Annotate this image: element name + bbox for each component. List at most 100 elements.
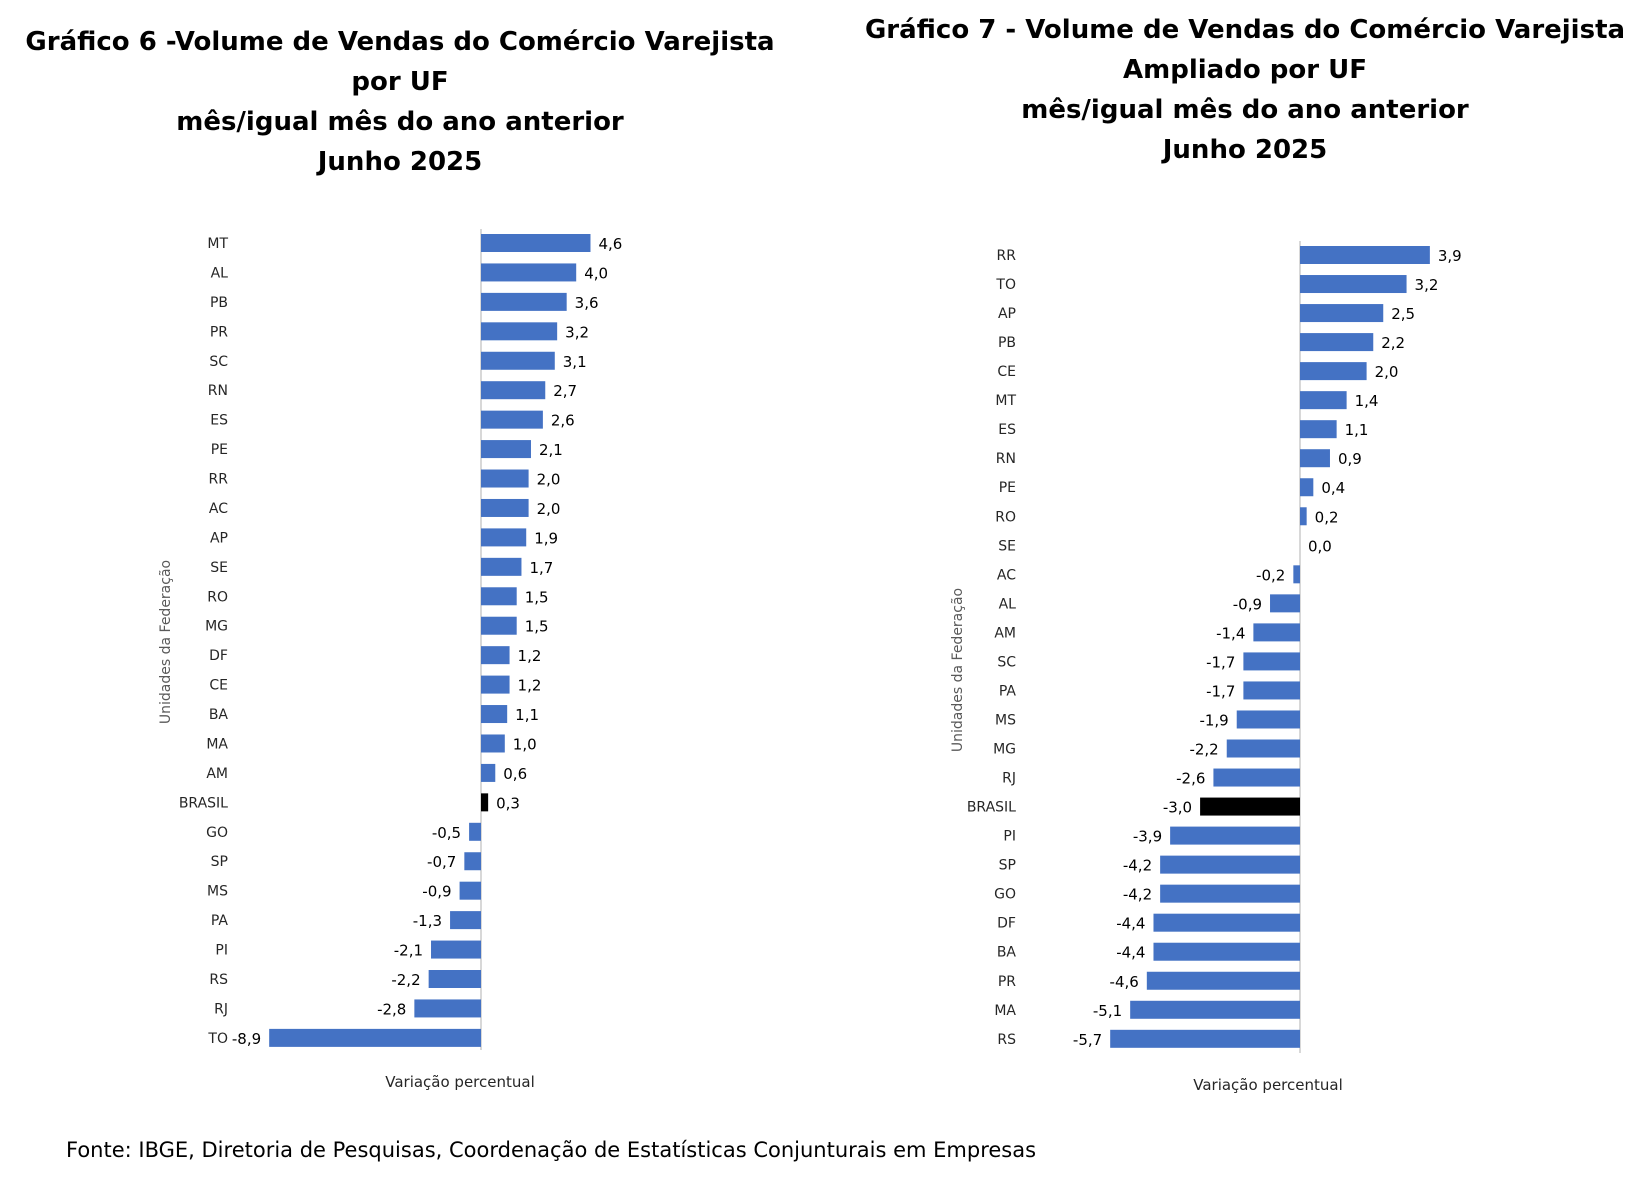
chart-7-value-label: -4,4 [1116,944,1145,962]
chart-6-value-label: 1,2 [518,647,542,665]
chart-6-title-line-1: Gráfico 6 -Volume de Vendas do Comércio … [25,27,775,57]
chart-6-category-label: ES [210,413,228,429]
chart-6-category-label: AC [209,501,228,517]
chart-7-bar-ma [1130,1000,1300,1019]
chart-6-category-label: RJ [214,1001,228,1017]
chart-7-value-label: 0,4 [1321,479,1345,497]
chart-7-value-label: -2,6 [1176,770,1205,788]
chart-6-bar-mt [481,234,591,252]
chart-7-bar-pe [1300,478,1314,497]
chart-7-bar-es [1300,420,1337,439]
chart-7-value-label: -0,9 [1233,595,1262,613]
chart-6-bar-sp [464,852,481,871]
chart-7-value-label: -2,2 [1189,741,1218,759]
chart-6-bar-to [269,1028,481,1047]
chart-7-value-label: -1,7 [1206,682,1235,700]
chart-6-value-label: -0,7 [427,853,456,871]
chart-7-value-label: -4,6 [1110,973,1139,991]
chart-7-category-label: MS [995,712,1016,728]
chart-7-bar-brasil [1200,797,1300,816]
chart-7-category-label: PB [998,335,1016,351]
chart-6-title-line-2: por UF [351,67,449,97]
chart-7-value-label: 3,2 [1415,276,1439,294]
chart-6-bar-chart: MT 4,6 AL 4,0 PB 3,6 PR 3,2 SC 3,1 RN 2,7 ES 2,6 PE 2,1… [158,229,622,1091]
chart-6-category-label: RO [207,589,228,605]
chart-7-bar-ce [1300,362,1367,381]
chart-7-category-label: RR [997,248,1017,264]
chart-6-bar-rs [428,970,481,988]
chart-6-bar-pa [450,911,481,930]
chart-6-bar-rn [481,381,546,400]
chart-7-category-label: MA [994,1003,1016,1019]
chart-7-bar-sc [1243,652,1300,671]
chart-6-bar-rr [481,469,529,488]
chart-7-category-label: RO [995,509,1016,525]
chart-7-bar-am [1253,623,1300,642]
chart-6-value-label: -2,8 [377,1000,406,1018]
chart-7-bar-mt [1300,391,1347,410]
chart-7-value-label: 2,5 [1391,305,1415,323]
chart-7-value-label: -5,7 [1073,1031,1102,1049]
chart-7-bar-sp [1160,855,1300,874]
chart-7-value-label: -1,7 [1206,653,1235,671]
chart-6-bar-rj [414,999,481,1018]
chart-6-bar-sc [481,351,555,370]
chart-7-value-label: 2,0 [1375,363,1399,381]
chart-6-category-label: AM [206,766,228,782]
chart-7-value-label: 3,9 [1438,247,1462,265]
chart-6-category-label: AL [211,265,229,281]
chart-7-bar-chart: RR 3,9 TO 3,2 AP 2,5 PB 2,2 CE 2,0 MT 1,4 ES 1,1 RN 0,9… [950,241,1462,1094]
chart-7-category-label: TO [995,277,1016,293]
chart-7-value-label: 1,4 [1355,392,1379,410]
chart-6-bar-pr [481,322,558,341]
chart-7-value-label: 2,2 [1381,334,1405,352]
chart-7-title: Gráfico 7 - Volume de Vendas do Comércio… [860,10,1630,170]
chart-7-value-label: 0,0 [1308,537,1332,555]
chart-6-category-label: PI [215,943,228,959]
chart-6-value-label: 4,0 [584,264,608,282]
chart-7-value-label: -0,2 [1256,566,1285,584]
chart-7-category-label: CE [997,364,1016,380]
chart-6-category-label: CE [209,678,228,694]
chart-7-value-label: 0,2 [1315,508,1339,526]
chart-6-value-label: 1,7 [529,559,553,577]
chart-7-bar-ba [1153,942,1300,961]
chart-6-category-label: BRASIL [179,795,228,811]
chart-6-value-label: -2,1 [394,942,423,960]
chart-7-value-label: -4,4 [1116,915,1145,933]
chart-6-category-label: PE [211,442,228,458]
chart-7-category-label: BA [997,945,1017,961]
chart-6-category-label: MT [207,236,228,252]
chart-7-title-line-1: Gráfico 7 - Volume de Vendas do Comércio… [864,15,1626,45]
chart-6-category-label: GO [206,825,228,841]
chart-7-category-label: MT [995,393,1016,409]
chart-6-value-label: 4,6 [598,235,622,253]
chart-7-category-label: RN [996,451,1016,467]
chart-6-value-label: 3,1 [563,353,587,371]
chart-7-value-label: -4,2 [1123,886,1152,904]
chart-6-value-label: 2,1 [539,441,563,459]
chart-6-value-label: 1,0 [513,735,537,753]
chart-7-category-label: ES [998,422,1016,438]
chart-6-category-label: SC [209,354,228,370]
chart-7-category-label: DF [997,916,1016,932]
chart-6-category-label: SE [210,560,228,576]
chart-6-value-label: 1,2 [518,677,542,695]
chart-6-bar-ac [481,498,529,517]
chart-6-bar-go [469,822,481,841]
chart-6-bar-al [481,263,577,282]
chart-7-category-label: RS [997,1032,1016,1048]
chart-6-title-line-4: Junho 2025 [317,147,483,177]
chart-7-x-axis-label: Variação percentual [1193,1076,1343,1094]
chart-6-value-label: 2,0 [537,471,561,489]
chart-6-bar-ms [459,881,481,900]
chart-6-y-axis-label: Unidades da Federação [158,560,174,724]
chart-7-category-label: AC [997,567,1016,583]
chart-7-category-label: GO [994,887,1016,903]
chart-7-bar-mg [1226,739,1300,758]
chart-6-category-label: SP [211,854,228,870]
chart-7-bar-to [1300,275,1407,294]
chart-6-bar-es [481,410,543,429]
chart-7-value-label: -4,2 [1123,857,1152,875]
